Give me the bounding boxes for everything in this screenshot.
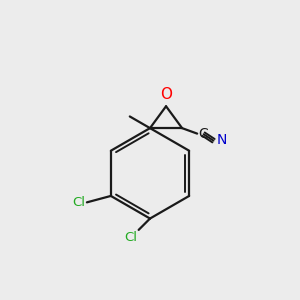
Text: Cl: Cl <box>124 231 137 244</box>
Text: C: C <box>198 127 208 141</box>
Text: Cl: Cl <box>72 196 86 209</box>
Text: N: N <box>216 133 227 147</box>
Text: O: O <box>160 88 172 103</box>
